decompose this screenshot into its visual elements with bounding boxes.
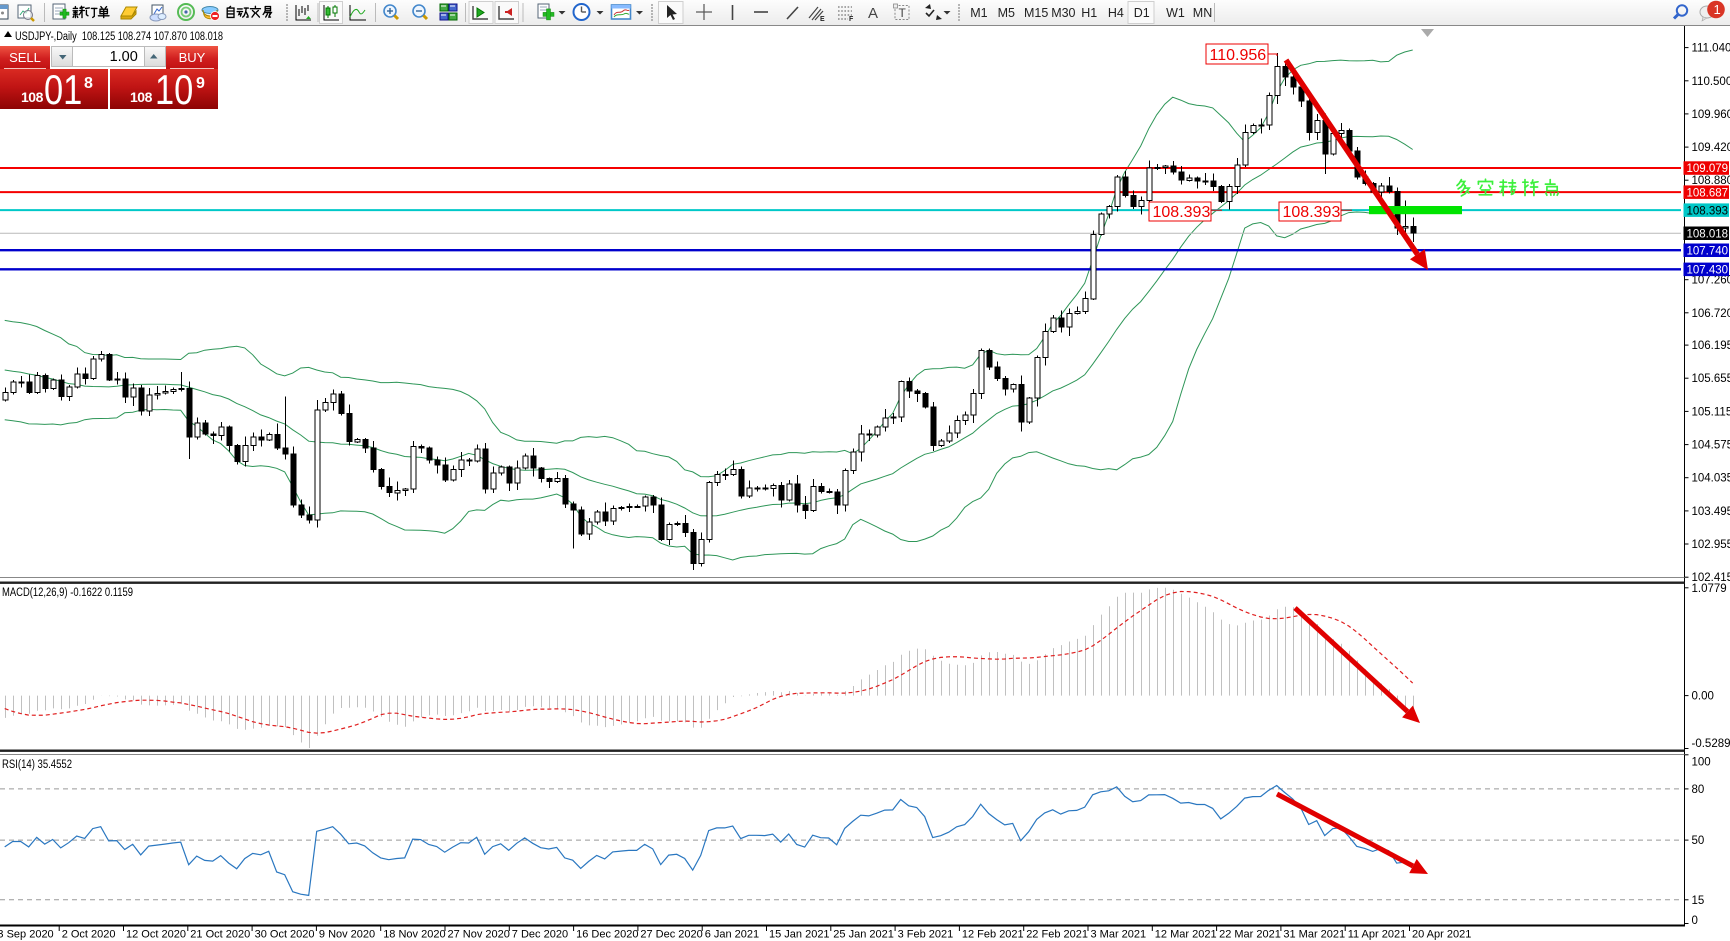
svg-text:M5: M5 [998, 6, 1015, 20]
svg-text:22 Mar 2021: 22 Mar 2021 [1219, 929, 1281, 941]
svg-text:105.655: 105.655 [1692, 373, 1730, 385]
svg-text:M15: M15 [1024, 6, 1048, 20]
svg-text:0.00: 0.00 [1692, 691, 1714, 703]
svg-text:6 Jan 2021: 6 Jan 2021 [705, 929, 759, 941]
svg-text:-0.5289: -0.5289 [1692, 738, 1730, 750]
svg-text:31 Mar 2021: 31 Mar 2021 [1283, 929, 1345, 941]
svg-text:109.420: 109.420 [1692, 142, 1730, 154]
svg-text:15: 15 [1692, 895, 1705, 907]
svg-text:M30: M30 [1051, 6, 1075, 20]
svg-text:3 Feb 2021: 3 Feb 2021 [898, 929, 954, 941]
svg-text:100: 100 [1692, 757, 1711, 769]
svg-text:109.079: 109.079 [1687, 163, 1729, 175]
svg-text:106.195: 106.195 [1692, 340, 1730, 352]
svg-text:108.687: 108.687 [1687, 187, 1729, 199]
svg-text:103.495: 103.495 [1692, 506, 1730, 518]
svg-text:111.040: 111.040 [1692, 43, 1730, 55]
svg-text:108.393: 108.393 [1283, 204, 1341, 221]
svg-text:18 Nov 2020: 18 Nov 2020 [383, 929, 445, 941]
svg-text:7 Dec 2020: 7 Dec 2020 [512, 929, 568, 941]
svg-text:102.955: 102.955 [1692, 539, 1730, 551]
svg-text:109.960: 109.960 [1692, 109, 1730, 121]
svg-text:108.880: 108.880 [1692, 175, 1730, 187]
svg-text:T: T [899, 6, 907, 20]
svg-text:15 Jan 2021: 15 Jan 2021 [769, 929, 830, 941]
svg-text:27 Nov 2020: 27 Nov 2020 [448, 929, 510, 941]
svg-text:RSI(14) 35.4552: RSI(14) 35.4552 [2, 759, 72, 771]
svg-text:21 Oct 2020: 21 Oct 2020 [190, 929, 250, 941]
svg-text:12 Mar 2021: 12 Mar 2021 [1155, 929, 1217, 941]
svg-text:9 Nov 2020: 9 Nov 2020 [319, 929, 375, 941]
svg-text:106.720: 106.720 [1692, 308, 1730, 320]
svg-text:1: 1 [1714, 2, 1721, 17]
svg-text:3 Sep 2020: 3 Sep 2020 [0, 929, 54, 941]
svg-text:102.415: 102.415 [1692, 572, 1730, 584]
svg-text:110.500: 110.500 [1692, 76, 1730, 88]
svg-text:25 Jan 2021: 25 Jan 2021 [833, 929, 894, 941]
svg-text:108.393: 108.393 [1687, 205, 1729, 217]
svg-text:22 Feb 2021: 22 Feb 2021 [1026, 929, 1088, 941]
svg-text:12 Oct 2020: 12 Oct 2020 [126, 929, 186, 941]
svg-text:105.115: 105.115 [1692, 406, 1730, 418]
svg-text:3 Mar 2021: 3 Mar 2021 [1091, 929, 1147, 941]
svg-text:0: 0 [1692, 915, 1698, 927]
svg-text:A: A [868, 5, 878, 22]
svg-text:80: 80 [1692, 784, 1705, 796]
svg-text:104.035: 104.035 [1692, 473, 1730, 485]
svg-text:30 Oct 2020: 30 Oct 2020 [255, 929, 315, 941]
svg-text:108.393: 108.393 [1153, 204, 1211, 221]
svg-text:D1: D1 [1134, 6, 1150, 20]
svg-text:16 Dec 2020: 16 Dec 2020 [576, 929, 638, 941]
svg-text:2 Oct 2020: 2 Oct 2020 [62, 929, 116, 941]
svg-text:108.018: 108.018 [1687, 228, 1729, 240]
svg-text:MACD(12,26,9) -0.1622 0.1159: MACD(12,26,9) -0.1622 0.1159 [2, 587, 133, 599]
svg-text:W1: W1 [1166, 6, 1185, 20]
svg-text:107.430: 107.430 [1687, 265, 1729, 277]
svg-text:1.0779: 1.0779 [1692, 583, 1727, 595]
svg-text:27 Dec 2020: 27 Dec 2020 [640, 929, 702, 941]
svg-text:50: 50 [1692, 835, 1705, 847]
svg-text:H4: H4 [1108, 6, 1124, 20]
svg-text:12 Feb 2021: 12 Feb 2021 [962, 929, 1024, 941]
svg-text:H1: H1 [1081, 6, 1097, 20]
svg-text:20 Apr 2021: 20 Apr 2021 [1412, 929, 1471, 941]
svg-text:104.575: 104.575 [1692, 440, 1730, 452]
svg-text:F: F [849, 16, 854, 23]
svg-text:11 Apr 2021: 11 Apr 2021 [1348, 929, 1407, 941]
svg-text:110.956: 110.956 [1210, 47, 1267, 64]
svg-text:107.740: 107.740 [1687, 245, 1729, 257]
svg-text:107.260: 107.260 [1692, 275, 1730, 287]
svg-text:M1: M1 [970, 6, 987, 20]
svg-text:E: E [820, 16, 825, 23]
svg-text:MN: MN [1193, 6, 1212, 20]
svg-text:USDJPY-,Daily 108.125 108.274: USDJPY-,Daily 108.125 108.274 107.870 10… [15, 31, 223, 43]
